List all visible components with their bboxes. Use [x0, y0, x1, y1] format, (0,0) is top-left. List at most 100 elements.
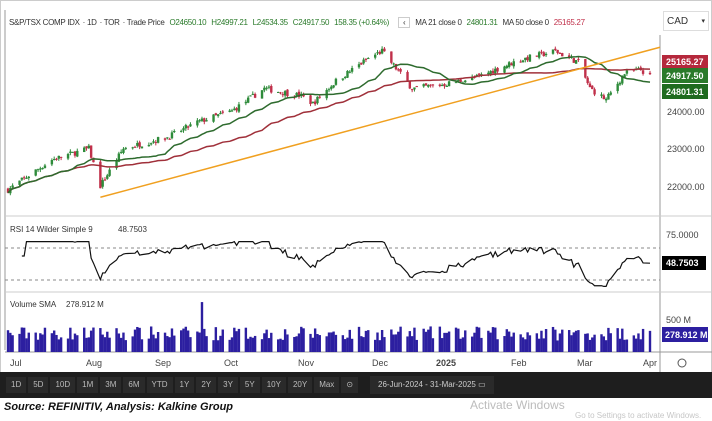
candle-body	[544, 53, 548, 56]
candle-body	[577, 58, 580, 60]
range-10y-button[interactable]: 10Y	[261, 377, 286, 393]
price-type: Trade Price	[126, 18, 165, 27]
volume-bar	[147, 338, 151, 352]
volume-bar	[119, 337, 123, 352]
collapse-legend-button[interactable]: ‹	[397, 17, 411, 28]
time-tick: Jul	[10, 358, 22, 368]
volume-bar	[607, 327, 610, 352]
candle-body	[203, 118, 206, 122]
volume-bar	[634, 338, 638, 352]
candle-body	[295, 92, 298, 97]
currency-value: CAD	[667, 16, 689, 27]
candle-body	[99, 161, 102, 189]
volume-bar	[440, 338, 444, 352]
candle-body	[604, 98, 608, 101]
candle-body	[36, 169, 40, 171]
candle-body	[180, 130, 183, 132]
range-ytd-button[interactable]: YTD	[146, 377, 173, 393]
volume-bar	[540, 330, 543, 352]
volume-bar	[431, 338, 435, 352]
volume-badge	[662, 327, 708, 342]
volume-bar	[253, 335, 257, 352]
candle-body	[124, 147, 127, 149]
volume-bar	[59, 337, 63, 352]
range-toolbar: 1D 5D 10D 1M 3M 6M YTD 1Y 2Y 3Y 5Y 10Y 2…	[0, 372, 712, 398]
candle-body	[249, 95, 252, 97]
candle-body	[253, 93, 257, 98]
chart-canvas[interactable]: 24000.00 23000.00 22000.00 25165.27 2491…	[0, 0, 712, 372]
candle-body	[173, 131, 176, 133]
range-5y-button[interactable]: 5Y	[239, 377, 260, 393]
volume-bar	[235, 331, 238, 352]
volume-bar	[496, 339, 499, 352]
volume-bar	[586, 333, 589, 352]
candle-body	[106, 175, 109, 179]
range-2y-button[interactable]: 2Y	[196, 377, 217, 393]
volume-bar	[535, 333, 539, 352]
range-1d-button[interactable]: 1D	[6, 377, 27, 393]
candle-body	[343, 77, 347, 79]
range-6m-button[interactable]: 6M	[123, 377, 145, 393]
volume-bar	[618, 338, 622, 352]
range-max-button[interactable]: Max	[314, 377, 340, 393]
volume-bar	[283, 329, 287, 352]
volume-bar	[558, 333, 562, 352]
volume-bar	[380, 329, 384, 352]
ma21-badge-text: 24801.31	[666, 87, 704, 97]
candle-body	[341, 78, 345, 80]
candle-body	[149, 143, 153, 145]
candle-body	[438, 84, 442, 86]
volume-bar	[641, 328, 645, 352]
candle-body	[588, 83, 592, 88]
volume-bar	[166, 336, 169, 352]
volume-bar	[521, 337, 525, 352]
volume-bar	[184, 326, 188, 352]
range-5d-button[interactable]: 5D	[28, 377, 49, 393]
reset-range-icon[interactable]: ⊙	[341, 377, 359, 393]
candle-body	[154, 142, 157, 144]
candle-body	[364, 58, 368, 60]
candle-body	[57, 155, 61, 159]
settings-icon[interactable]	[677, 358, 687, 368]
volume-bar	[20, 327, 24, 352]
candle-body	[279, 92, 282, 94]
range-10d-button[interactable]: 10D	[50, 377, 76, 393]
volume-bar	[50, 333, 54, 352]
volume-bar	[173, 335, 176, 352]
candle-body	[50, 160, 54, 165]
rsi-badge-text: 48.7503	[666, 258, 699, 268]
range-3y-button[interactable]: 3Y	[218, 377, 238, 393]
candle-body	[503, 66, 506, 73]
range-20y-button[interactable]: 20Y	[287, 377, 313, 393]
currency-select[interactable]: CAD ▾	[663, 11, 709, 31]
candle-body	[470, 76, 474, 81]
candle-body	[233, 108, 236, 110]
candle-body	[528, 54, 532, 62]
candle-body	[616, 83, 619, 92]
volume-bar	[376, 332, 379, 352]
volume-bar	[108, 337, 111, 352]
volume-bar	[494, 327, 497, 352]
volume-bar	[616, 328, 619, 352]
candle-body	[348, 71, 351, 73]
candle-body	[55, 158, 58, 160]
volume-bar	[332, 331, 335, 352]
candle-body	[281, 94, 285, 96]
ma50-line	[7, 67, 651, 194]
candle-body	[205, 120, 208, 122]
volume-bar	[267, 338, 271, 352]
volume-bar	[9, 332, 12, 352]
date-range-picker[interactable]: 26-Jun-2024 - 31-Mar-2025 ▭	[370, 376, 494, 394]
candle-body	[18, 180, 21, 185]
candle-body	[357, 64, 361, 68]
range-1y-button[interactable]: 1Y	[174, 377, 195, 393]
range-1m-button[interactable]: 1M	[77, 377, 99, 393]
range-3m-button[interactable]: 3M	[100, 377, 122, 393]
volume-bar	[648, 330, 652, 352]
candle-body	[182, 128, 185, 131]
volume-bar	[600, 334, 603, 352]
volume-bar	[510, 336, 513, 352]
time-tick: 2025	[436, 358, 456, 368]
candle-body	[163, 138, 167, 140]
candle-body	[246, 97, 250, 103]
